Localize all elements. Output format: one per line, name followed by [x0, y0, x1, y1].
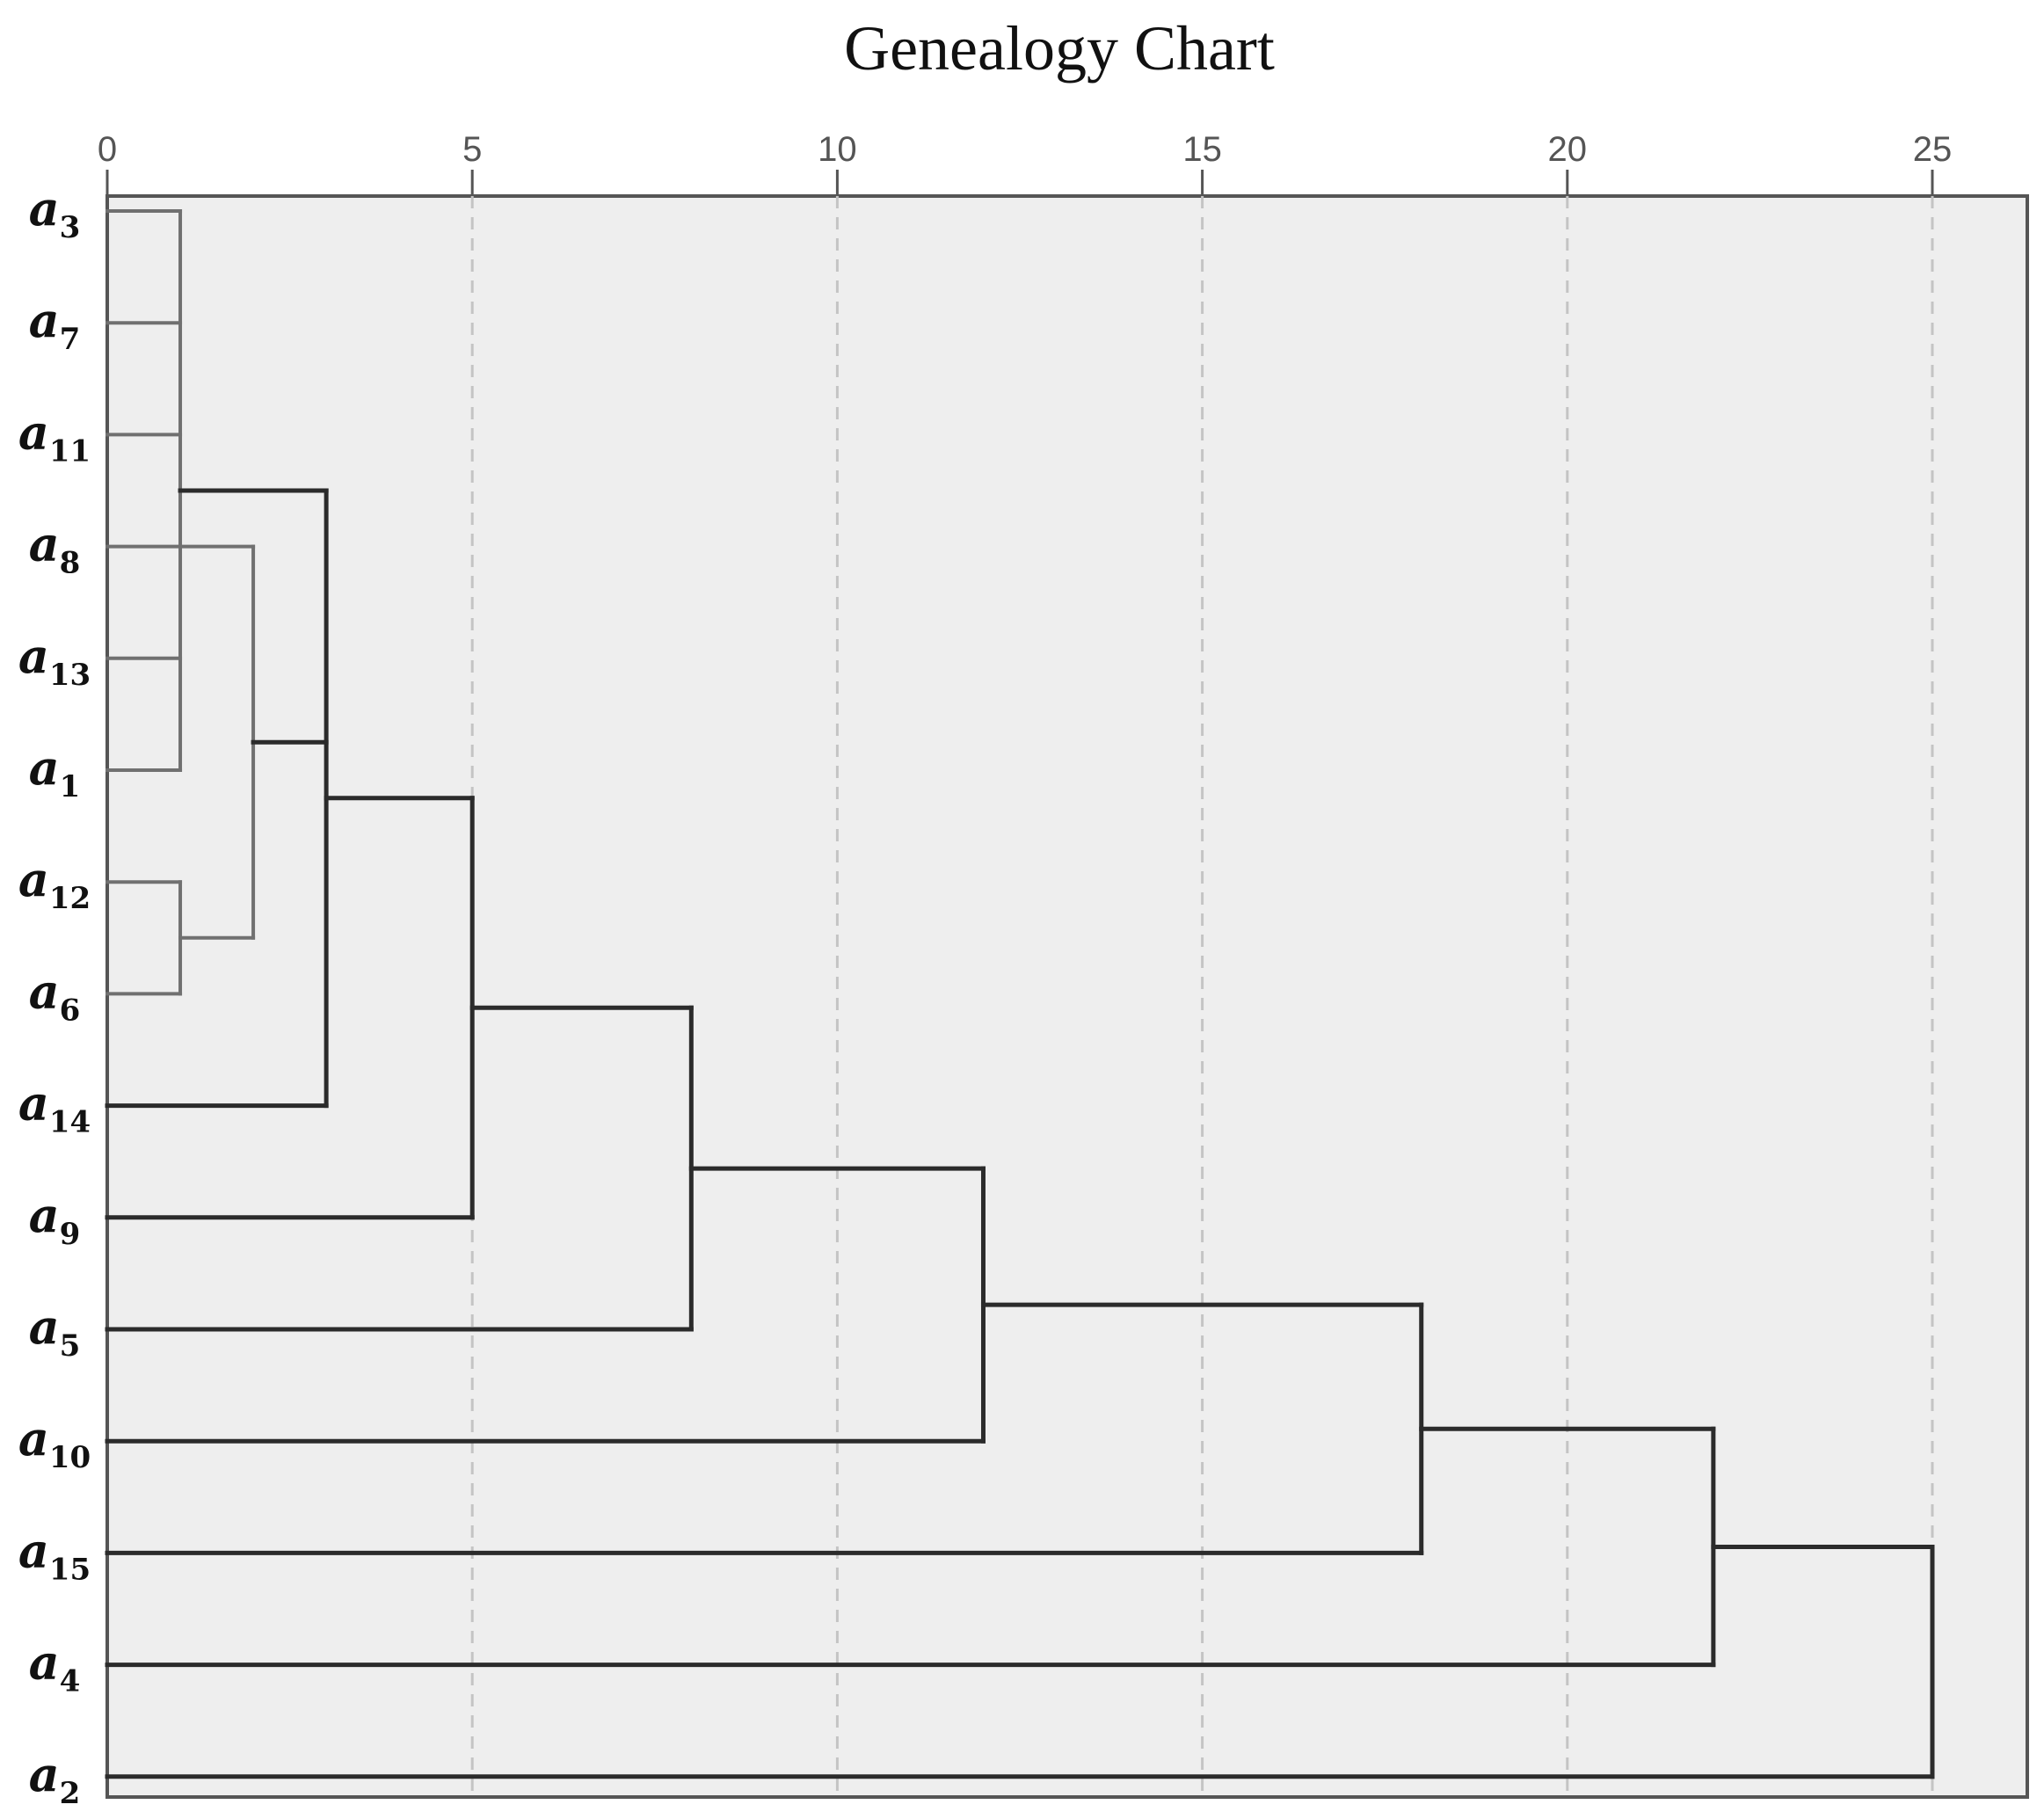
- leaf-label-a1: a1: [29, 739, 81, 804]
- tick-label-15: 15: [1182, 130, 1222, 169]
- leaf-label-a7: a7: [29, 292, 81, 357]
- leaf-label-a13: a13: [18, 628, 91, 693]
- chart-title: Genealogy Chart: [844, 13, 1275, 84]
- leaf-label-a6: a6: [29, 963, 81, 1028]
- leaf-label-a3: a3: [29, 180, 81, 245]
- tick-label-10: 10: [818, 130, 857, 169]
- leaf-label-a11: a11: [18, 404, 91, 469]
- leaf-label-a2: a2: [29, 1746, 81, 1811]
- leaf-label-a5: a5: [29, 1299, 81, 1364]
- leaf-label-a15: a15: [18, 1522, 91, 1587]
- tick-label-20: 20: [1548, 130, 1588, 169]
- leaf-label-a8: a8: [29, 516, 81, 581]
- leaf-label-a10: a10: [18, 1410, 91, 1475]
- leaf-label-a14: a14: [18, 1075, 91, 1140]
- plot-area: [105, 194, 2029, 1799]
- leaf-label-a12: a12: [18, 851, 91, 916]
- tick-label-25: 25: [1913, 130, 1953, 169]
- leaf-label-a4: a4: [29, 1634, 81, 1699]
- tick-label-0: 0: [98, 130, 117, 169]
- tick-label-5: 5: [462, 130, 482, 169]
- leaf-label-a9: a9: [29, 1187, 81, 1252]
